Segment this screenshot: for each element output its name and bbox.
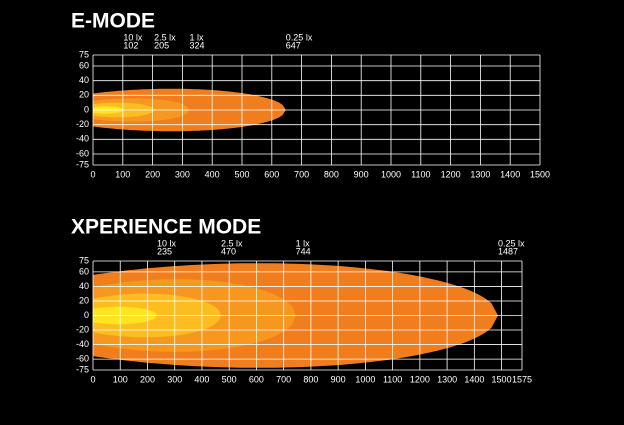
- chart-title: E-MODE: [71, 10, 155, 33]
- y-tick-label: -60: [76, 148, 89, 158]
- contour-label: 1 lx: [190, 32, 205, 42]
- x-tick-label: 100: [113, 374, 128, 384]
- x-tick-label: 900: [354, 169, 369, 179]
- x-tick-label: 1200: [410, 374, 430, 384]
- contour-label: 0.25 lx: [286, 32, 313, 42]
- y-tick-label: 40: [79, 75, 89, 85]
- y-tick-label: -40: [76, 339, 89, 349]
- contour-distance: 102: [123, 40, 138, 50]
- y-tick-label: -20: [76, 119, 89, 129]
- y-tick-label: 75: [79, 255, 89, 265]
- x-tick-label: 400: [205, 169, 220, 179]
- contour-distance: 470: [221, 246, 236, 256]
- x-tick-label: 1575: [512, 374, 532, 384]
- x-tick-label: 1100: [383, 374, 402, 384]
- y-tick-label: -40: [76, 134, 89, 144]
- contour-distance: 235: [157, 246, 172, 256]
- contour-label: 2.5 lx: [221, 238, 243, 248]
- contour-label: 0.25 lx: [498, 238, 525, 248]
- contour-distance: 647: [286, 40, 301, 50]
- y-tick-label: 40: [79, 281, 89, 291]
- x-tick-label: 500: [234, 169, 249, 179]
- y-tick-label: -75: [76, 364, 89, 374]
- y-tick-label: -20: [76, 324, 89, 334]
- x-tick-label: 200: [145, 169, 160, 179]
- x-tick-label: 1400: [500, 169, 520, 179]
- x-tick-label: 1200: [441, 169, 461, 179]
- x-tick-label: 1300: [470, 169, 490, 179]
- contour-label: 1 lx: [296, 238, 311, 248]
- x-tick-label: 1500: [530, 169, 550, 179]
- contour-distance: 324: [190, 40, 205, 50]
- x-tick-label: 0: [90, 169, 95, 179]
- contour-distance: 205: [154, 40, 169, 50]
- x-tick-label: 800: [324, 169, 339, 179]
- x-tick-label: 1000: [381, 169, 401, 179]
- x-tick-label: 600: [264, 169, 279, 179]
- contour-label: 10 lx: [157, 238, 177, 248]
- x-tick-label: 1000: [355, 374, 375, 384]
- x-tick-label: 800: [303, 374, 318, 384]
- y-tick-label: 60: [79, 60, 89, 70]
- y-tick-label: 20: [79, 90, 89, 100]
- x-tick-label: 200: [140, 374, 155, 384]
- y-tick-label: -60: [76, 353, 89, 363]
- contour-label: 2.5 lx: [154, 32, 176, 42]
- x-tick-label: 100: [115, 169, 130, 179]
- x-tick-label: 0: [90, 374, 95, 384]
- x-tick-label: 900: [331, 374, 346, 384]
- y-tick-label: 0: [84, 310, 89, 320]
- y-tick-label: -75: [76, 159, 89, 169]
- chart-title: XPERIENCE MODE: [71, 216, 261, 239]
- x-tick-label: 300: [167, 374, 182, 384]
- x-tick-label: 600: [249, 374, 264, 384]
- y-tick-label: 75: [79, 49, 89, 59]
- x-tick-label: 1300: [437, 374, 457, 384]
- x-tick-label: 1100: [411, 169, 430, 179]
- x-tick-label: 700: [294, 169, 309, 179]
- x-tick-label: 1400: [464, 374, 484, 384]
- y-tick-label: 20: [79, 295, 89, 305]
- y-tick-label: 0: [84, 104, 89, 114]
- x-tick-label: 1500: [492, 374, 512, 384]
- contour-distance: 1487: [498, 246, 518, 256]
- contour-label: 10 lx: [123, 32, 143, 42]
- contour-distance: 744: [296, 246, 311, 256]
- x-tick-label: 700: [276, 374, 291, 384]
- x-tick-label: 500: [222, 374, 237, 384]
- x-tick-label: 400: [194, 374, 209, 384]
- x-tick-label: 300: [175, 169, 190, 179]
- y-tick-label: 60: [79, 266, 89, 276]
